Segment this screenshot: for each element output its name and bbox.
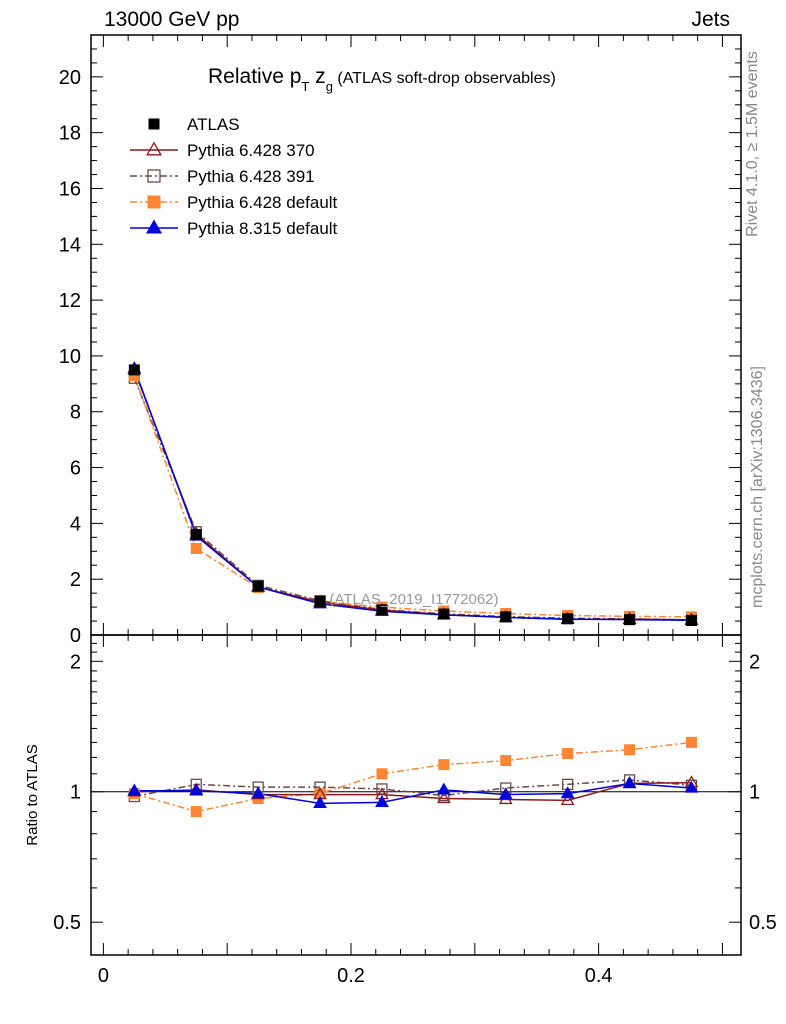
series-line-p8_default (133, 368, 692, 621)
ratio-line-p6_391 (134, 779, 692, 798)
main-y-tick-label: 2 (70, 569, 81, 591)
main-y-tick-label: 18 (59, 123, 81, 145)
x-tick-label: 0 (98, 965, 109, 987)
legend-marker-p6_370 (145, 141, 163, 156)
ratio-y-tick-label: 0.5 (53, 912, 81, 934)
data-point-atlas (438, 608, 450, 620)
ratio-point-p8_default (560, 786, 575, 799)
main-y-tick-label: 0 (70, 625, 81, 647)
ratio-y-tick-label: 1 (70, 782, 81, 804)
data-point-atlas (562, 613, 574, 625)
axis-ticks (91, 34, 741, 955)
series-line-p6_391 (133, 377, 692, 621)
x-tick-label: 0.4 (585, 965, 613, 987)
data-point-atlas (252, 580, 264, 592)
ratio-point-p6_370 (560, 793, 575, 806)
series-markers (127, 361, 699, 818)
ratio-point-p8_default (251, 786, 266, 799)
analysis-watermark: (ATLAS_2019_I1772062) (329, 591, 498, 608)
ratio-point-p8_default (498, 787, 513, 800)
ratio-plot-frame (90, 634, 742, 956)
chart-title: Relative pT zg (ATLAS soft-drop observab… (208, 65, 556, 94)
legend-marker-atlas (148, 118, 160, 130)
main-y-tick-label: 16 (59, 178, 81, 200)
ratio-point-p8_default (375, 795, 389, 808)
title-z: z (309, 65, 325, 88)
ratio-line-p6_default (134, 741, 692, 813)
ratio-y-tick-label-right: 2 (749, 651, 760, 673)
ratio-point-p8_default (622, 776, 637, 789)
ratio-point-p6_default (376, 768, 388, 780)
legend-marker-p6_default (147, 195, 161, 209)
title-subscript-g: g (326, 79, 333, 94)
header-process-label: Jets (691, 8, 730, 31)
legend-label-p6_391: Pythia 6.428 391 (187, 167, 315, 186)
title-subscript-t: T (301, 79, 309, 94)
ratio-point-p6_default (438, 759, 450, 771)
main-y-tick-label: 10 (59, 346, 81, 368)
chart-title-text: Relative pT zg (ATLAS soft-drop observab… (208, 65, 556, 94)
series-line-p6_default (133, 375, 692, 618)
data-point-p6_default (190, 542, 202, 554)
main-y-tick-label: 6 (70, 458, 81, 480)
data-point-atlas (128, 364, 140, 376)
legend-marker-p6_391 (147, 169, 161, 183)
series-lines (133, 368, 692, 813)
main-y-tick-label: 20 (59, 67, 81, 89)
main-y-tick-label: 12 (59, 290, 81, 312)
ratio-point-p6_391 (376, 783, 388, 795)
title-parenthetical: (ATLAS soft-drop observables) (333, 70, 556, 87)
ratio-y-axis-label: Ratio to ATLAS (24, 744, 41, 845)
title-main: Relative p (208, 65, 301, 88)
ratio-point-p8_default (127, 783, 142, 796)
ratio-point-p6_default (190, 806, 202, 818)
legend-label-p6_default: Pythia 6.428 default (187, 193, 338, 212)
ratio-point-p6_default (685, 736, 697, 748)
legend-label-p8_default: Pythia 8.315 default (187, 219, 338, 238)
ratio-point-p6_370 (436, 791, 451, 804)
legend-marker-p8_default (145, 219, 163, 234)
legend-label-atlas: ATLAS (187, 115, 240, 134)
ratio-y-tick-label-right: 1 (749, 782, 760, 804)
data-point-atlas (500, 611, 512, 623)
data-point-atlas (376, 604, 388, 616)
ratio-line-p8_default (134, 782, 692, 805)
series-line-p6_370 (133, 369, 692, 621)
data-point-atlas (685, 614, 697, 626)
ratio-point-p6_default (624, 744, 636, 756)
legend-label-p6_370: Pythia 6.428 370 (187, 141, 315, 160)
ratio-point-p6_default (500, 755, 512, 767)
x-tick-label: 0.2 (337, 965, 365, 987)
ratio-y-tick-label: 2 (70, 651, 81, 673)
main-y-tick-label: 8 (70, 402, 81, 424)
legend: ATLAS Pythia 6.428 370 Pythia 6.428 391 Pyt… (130, 115, 338, 238)
header-energy-label: 13000 GeV pp (104, 8, 240, 31)
data-point-atlas (314, 596, 326, 608)
ratio-point-p8_default (313, 796, 327, 809)
ratio-point-p8_default (189, 783, 204, 796)
data-point-atlas (624, 614, 636, 626)
data-point-atlas (190, 529, 202, 541)
ratio-point-p8_default (436, 782, 451, 795)
main-y-tick-label: 4 (70, 513, 81, 535)
ratio-y-tick-label-right: 0.5 (749, 912, 777, 934)
ratio-point-p6_default (562, 748, 574, 760)
main-y-tick-label: 14 (59, 234, 81, 256)
ratio-point-p8_default (684, 780, 699, 793)
